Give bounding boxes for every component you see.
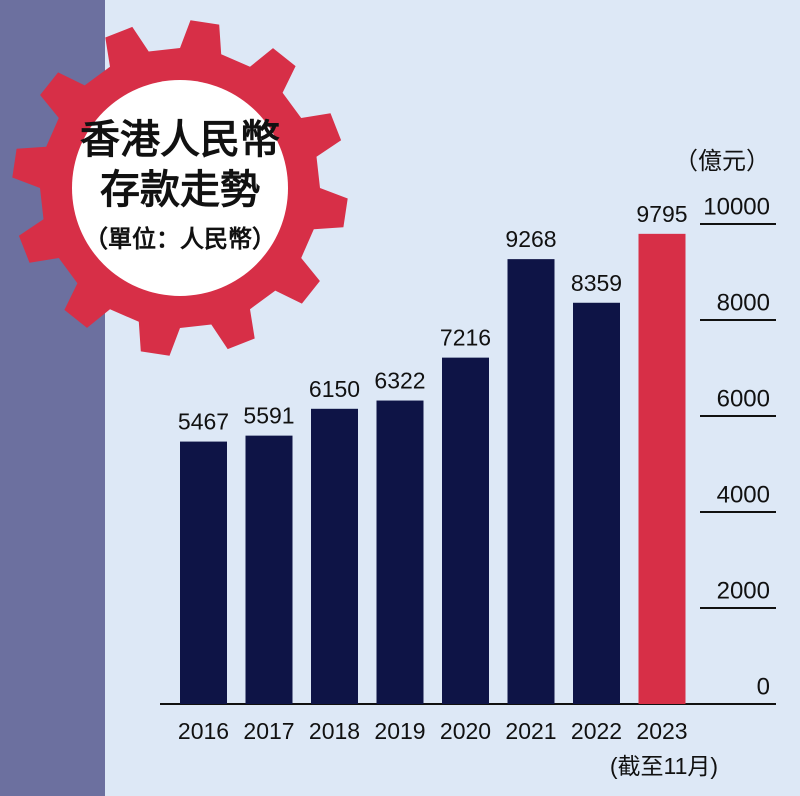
y-axis-label: （億元） — [674, 147, 770, 175]
x-tick-label: 2020 — [440, 718, 491, 744]
data-label: 5467 — [178, 409, 229, 435]
data-label: 7216 — [440, 325, 491, 351]
x-tick-label: 2017 — [243, 718, 294, 744]
chart-title: 存款走勢 — [100, 167, 260, 213]
bar — [180, 441, 227, 704]
y-tick-label: 2000 — [717, 577, 770, 604]
data-label: 6322 — [374, 368, 425, 394]
data-label: 6150 — [309, 376, 360, 402]
bar — [442, 357, 489, 704]
data-label: 9795 — [636, 201, 687, 227]
bar — [311, 408, 358, 704]
y-tick-label: 4000 — [717, 481, 770, 508]
y-tick-label: 6000 — [717, 385, 770, 412]
chart-title: 香港人民幣 — [80, 117, 280, 163]
data-label: 9268 — [505, 226, 556, 252]
x-tick-label: 2021 — [505, 718, 556, 744]
bar — [245, 435, 293, 704]
x-tick-label: 2018 — [309, 718, 360, 744]
data-label: 8359 — [571, 270, 622, 296]
bar — [507, 259, 555, 704]
bar — [376, 400, 424, 704]
chart-subtitle: （單位：人民幣） — [84, 225, 276, 253]
x-tick-label: 2023 — [636, 718, 687, 744]
x-tick-label: 2022 — [571, 718, 622, 744]
annotation: (截至11月) — [610, 753, 718, 779]
gear-center — [72, 80, 288, 296]
y-tick-label: 8000 — [717, 289, 770, 316]
x-tick-label: 2019 — [374, 718, 425, 744]
y-tick-label: 10000 — [703, 193, 770, 220]
y-tick-label: 0 — [757, 673, 770, 700]
bar — [573, 302, 620, 704]
bar — [638, 233, 686, 704]
x-tick-label: 2016 — [178, 718, 229, 744]
data-label: 5591 — [243, 403, 294, 429]
